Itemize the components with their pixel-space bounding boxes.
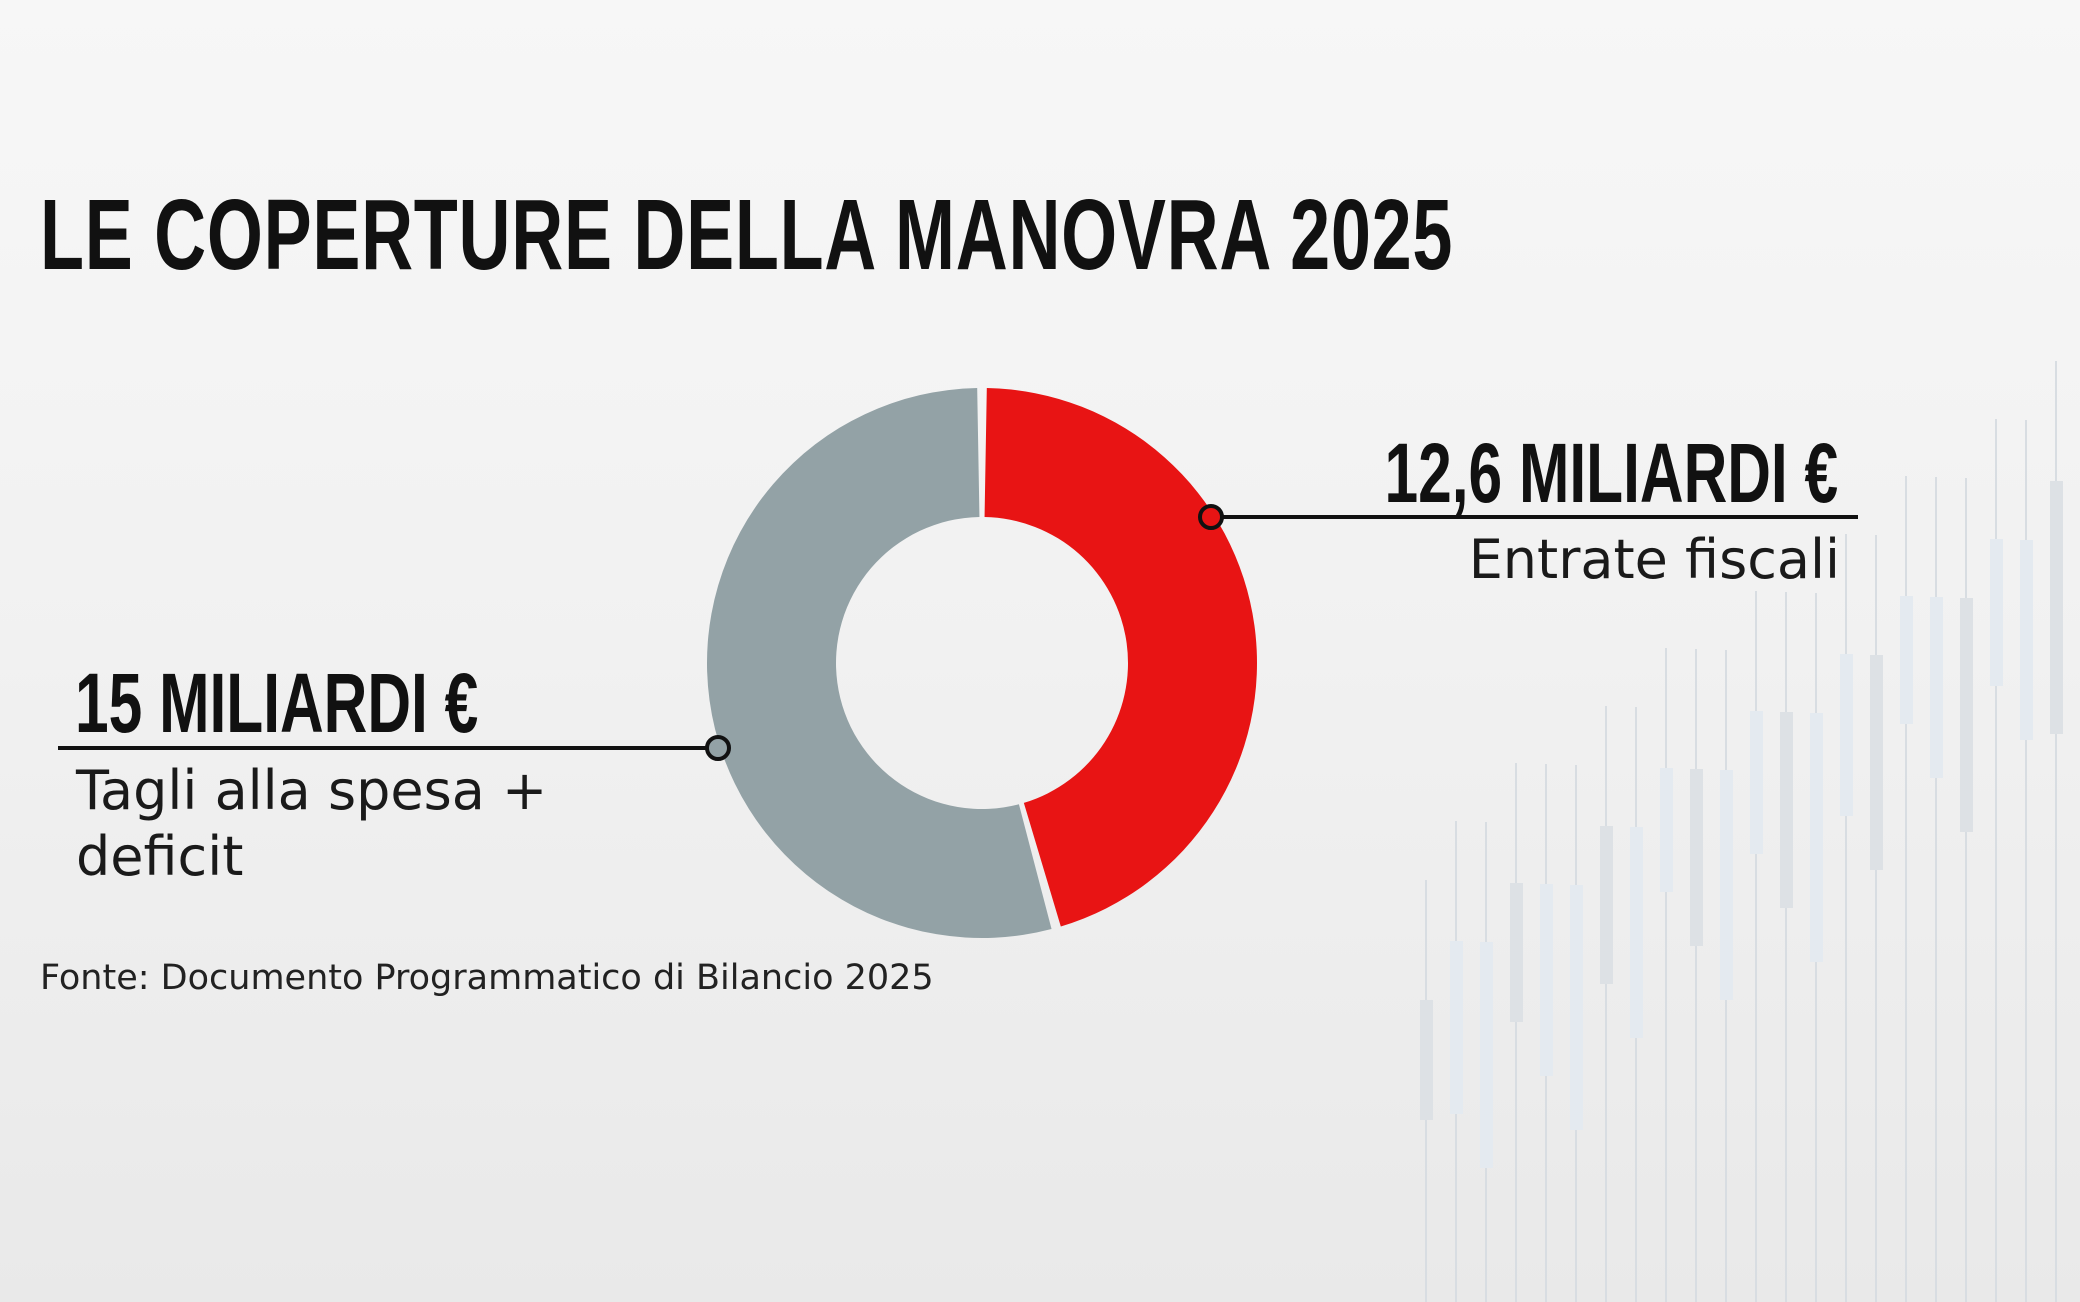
slice-value-label-tagli: 15 MILIARDI € bbox=[75, 656, 479, 750]
slice-label-entrate: Entrate fiscali bbox=[1468, 528, 1840, 591]
bg-candle bbox=[1750, 711, 1763, 854]
bg-candle bbox=[1780, 712, 1793, 908]
bg-candle bbox=[1690, 769, 1703, 946]
slice-label-tagli-line2: deficit bbox=[76, 825, 244, 888]
bg-candle bbox=[1450, 941, 1463, 1114]
bg-candle bbox=[1570, 885, 1583, 1130]
slice-entrate-fiscali bbox=[984, 388, 1257, 927]
bg-candle bbox=[2050, 481, 2063, 734]
leader-dot-tagli bbox=[705, 735, 731, 761]
bg-candle bbox=[1930, 597, 1943, 778]
bg-candle bbox=[1630, 827, 1643, 1038]
bg-candle bbox=[1510, 883, 1523, 1022]
bg-candle bbox=[1870, 655, 1883, 870]
bg-candle bbox=[1480, 942, 1493, 1168]
bg-candle bbox=[1420, 1000, 1433, 1120]
bg-candle bbox=[2020, 540, 2033, 740]
bg-candle bbox=[1600, 826, 1613, 984]
leader-dot-entrate bbox=[1198, 504, 1224, 530]
bg-candle bbox=[1960, 598, 1973, 832]
bg-candle bbox=[1540, 884, 1553, 1076]
slice-value-label-entrate: 12,6 MILIARDI € bbox=[1384, 426, 1838, 520]
bg-candle bbox=[1840, 654, 1853, 816]
slice-label-tagli-line1: Tagli alla spesa + bbox=[76, 759, 548, 822]
chart-title: LE COPERTURE DELLA MANOVRA 2025 bbox=[40, 179, 1454, 291]
bg-candle bbox=[1990, 539, 2003, 686]
bg-candle bbox=[1810, 713, 1823, 962]
bg-candle bbox=[1900, 596, 1913, 724]
source-note: Fonte: Documento Programmatico di Bilanc… bbox=[40, 958, 934, 998]
slice-tagli-spesa-deficit bbox=[707, 388, 1052, 938]
slice-label-tagli: Tagli alla spesa + deficit bbox=[76, 758, 547, 890]
bg-candle bbox=[1720, 770, 1733, 1000]
bg-candle bbox=[1660, 768, 1673, 892]
